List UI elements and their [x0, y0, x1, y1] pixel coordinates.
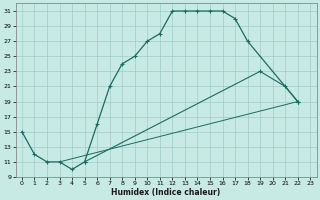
X-axis label: Humidex (Indice chaleur): Humidex (Indice chaleur)	[111, 188, 221, 197]
